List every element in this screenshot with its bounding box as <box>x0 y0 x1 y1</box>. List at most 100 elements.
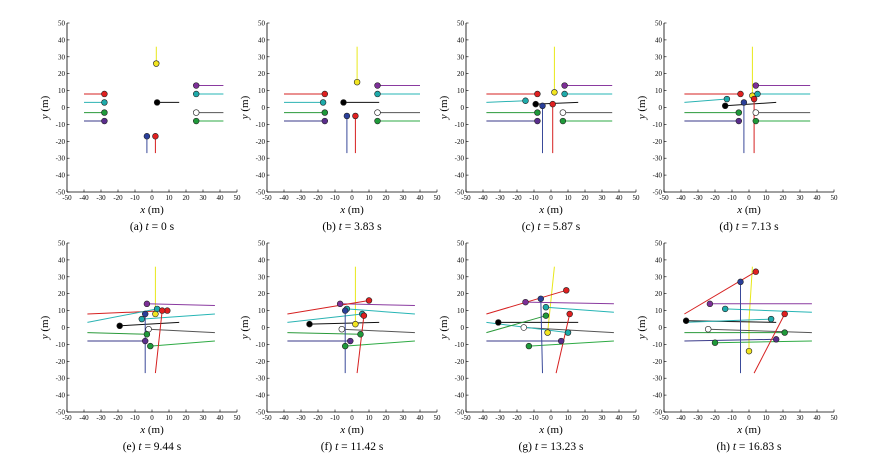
x-axis-label: x (m) <box>139 204 164 216</box>
x-axis-var: x <box>736 204 742 216</box>
trajectory-line <box>525 301 614 305</box>
y-tick-label: -50 <box>653 189 663 197</box>
y-tick-label: 20 <box>258 290 266 298</box>
y-axis-var: y <box>39 334 51 340</box>
x-tick-label: 0 <box>350 194 354 202</box>
vehicle-marker <box>737 278 744 286</box>
panel-caption: (d) t = 7.13 s <box>719 221 779 233</box>
y-tick-label: -50 <box>455 189 465 197</box>
x-tick-label: 30 <box>599 414 607 422</box>
vehicle-marker <box>682 317 690 324</box>
y-axis-unit: (m) <box>438 315 450 334</box>
x-tick-label: 10 <box>366 414 374 422</box>
x-tick-label: -10 <box>330 414 340 422</box>
caption-time: = 3.83 s <box>342 221 382 233</box>
y-tick-label: 30 <box>655 273 663 281</box>
y-tick-label: 10 <box>58 307 66 315</box>
y-tick-label: -20 <box>455 358 465 366</box>
caption-prefix: (a) <box>130 221 146 233</box>
y-tick-label: -30 <box>56 155 66 163</box>
x-tick-label: 40 <box>217 194 225 202</box>
trajectory-line <box>547 266 555 333</box>
x-tick-label: -40 <box>279 414 289 422</box>
trajectory-line <box>148 328 215 334</box>
vehicle-marker <box>563 287 570 294</box>
x-tick-label: -20 <box>313 194 323 202</box>
vehicle-marker <box>342 307 349 314</box>
x-tick-label: -30 <box>96 194 106 202</box>
y-tick-label: 30 <box>58 273 66 281</box>
y-axis-unit: (m) <box>39 95 51 114</box>
x-axis-label: x (m) <box>538 424 563 436</box>
y-axis-var: y <box>239 334 251 340</box>
y-tick-label: -30 <box>256 375 266 383</box>
vehicle-marker <box>704 325 712 333</box>
vehicle-marker <box>101 90 108 98</box>
caption-time: = 9.44 s <box>142 441 182 453</box>
vehicle-marker <box>101 109 108 116</box>
vehicle-marker <box>767 315 775 323</box>
caption-time: = 16.83 s <box>736 441 782 453</box>
y-tick-label: -20 <box>56 138 66 146</box>
x-tick-label: -40 <box>676 194 686 202</box>
x-tick-label: -30 <box>495 194 505 202</box>
vehicle-marker <box>542 304 550 311</box>
x-tick-label: -30 <box>96 414 106 422</box>
y-tick-label: 50 <box>58 20 66 28</box>
y-tick-label: 20 <box>655 290 663 298</box>
vehicle-marker <box>357 331 364 338</box>
vehicle-marker <box>495 319 502 326</box>
vehicle-marker <box>534 109 541 116</box>
vehicle-marker <box>544 329 551 336</box>
x-tick-label: -40 <box>478 194 488 202</box>
y-tick-label: 40 <box>655 36 663 44</box>
y-axis-unit: (m) <box>239 95 251 114</box>
caption-t: t <box>146 221 150 233</box>
y-tick-label: -10 <box>653 341 663 349</box>
trajectory-line <box>684 318 772 323</box>
x-tick-label: -20 <box>710 194 720 202</box>
y-tick-label: -40 <box>256 392 266 400</box>
vehicle-marker <box>534 117 541 125</box>
y-axis-unit: (m) <box>39 315 51 334</box>
vehicle-marker <box>752 109 759 116</box>
x-axis-label: x (m) <box>736 204 761 216</box>
vehicle-marker <box>711 339 719 346</box>
y-tick-label: 40 <box>655 256 663 264</box>
vehicle-marker <box>549 100 556 108</box>
y-axis-label: y (m) <box>239 95 251 120</box>
y-tick-label: -50 <box>56 189 66 197</box>
x-tick-label: 50 <box>831 194 839 202</box>
x-axis-var: x <box>538 424 544 436</box>
caption-prefix: (b) <box>322 221 338 233</box>
y-axis-var: y <box>39 114 51 120</box>
vehicle-marker <box>193 82 200 89</box>
y-tick-label: -30 <box>653 375 663 383</box>
x-tick-label: -50 <box>262 414 272 422</box>
y-axis-unit: (m) <box>239 315 251 334</box>
vehicle-marker <box>143 133 151 140</box>
caption-time: = 7.13 s <box>739 221 779 233</box>
vehicle-marker <box>561 90 568 98</box>
y-axis-label: y (m) <box>636 315 648 340</box>
x-tick-label: -10 <box>529 414 539 422</box>
x-axis-var: x <box>538 204 544 216</box>
vehicle-marker <box>321 109 328 116</box>
vehicle-marker <box>147 342 154 350</box>
x-tick-label: 50 <box>234 414 242 422</box>
y-axis-label: y (m) <box>39 95 51 120</box>
panel-caption: (f) t = 11.42 s <box>321 441 384 453</box>
trajectory-line <box>309 321 380 325</box>
x-tick-label: 20 <box>582 414 590 422</box>
vehicle-marker <box>721 102 729 110</box>
y-tick-label: -10 <box>56 121 66 129</box>
vehicle-marker <box>352 112 359 120</box>
x-tick-label: 10 <box>565 414 573 422</box>
y-tick-label: 50 <box>655 20 663 28</box>
vehicle-marker <box>342 342 349 350</box>
panel-e: -50 -40 -30 -20 -10 0 10 20 30 40 50 -50 -40 -30 -20 -1… <box>39 240 241 454</box>
vehicle-marker <box>374 90 381 98</box>
panel-h: -50 -40 -30 -20 -10 0 10 20 30 40 50 -50 -40 -30 -20 -1… <box>636 240 838 454</box>
x-axis-label: x (m) <box>736 424 761 436</box>
y-tick-label: 20 <box>457 70 465 78</box>
